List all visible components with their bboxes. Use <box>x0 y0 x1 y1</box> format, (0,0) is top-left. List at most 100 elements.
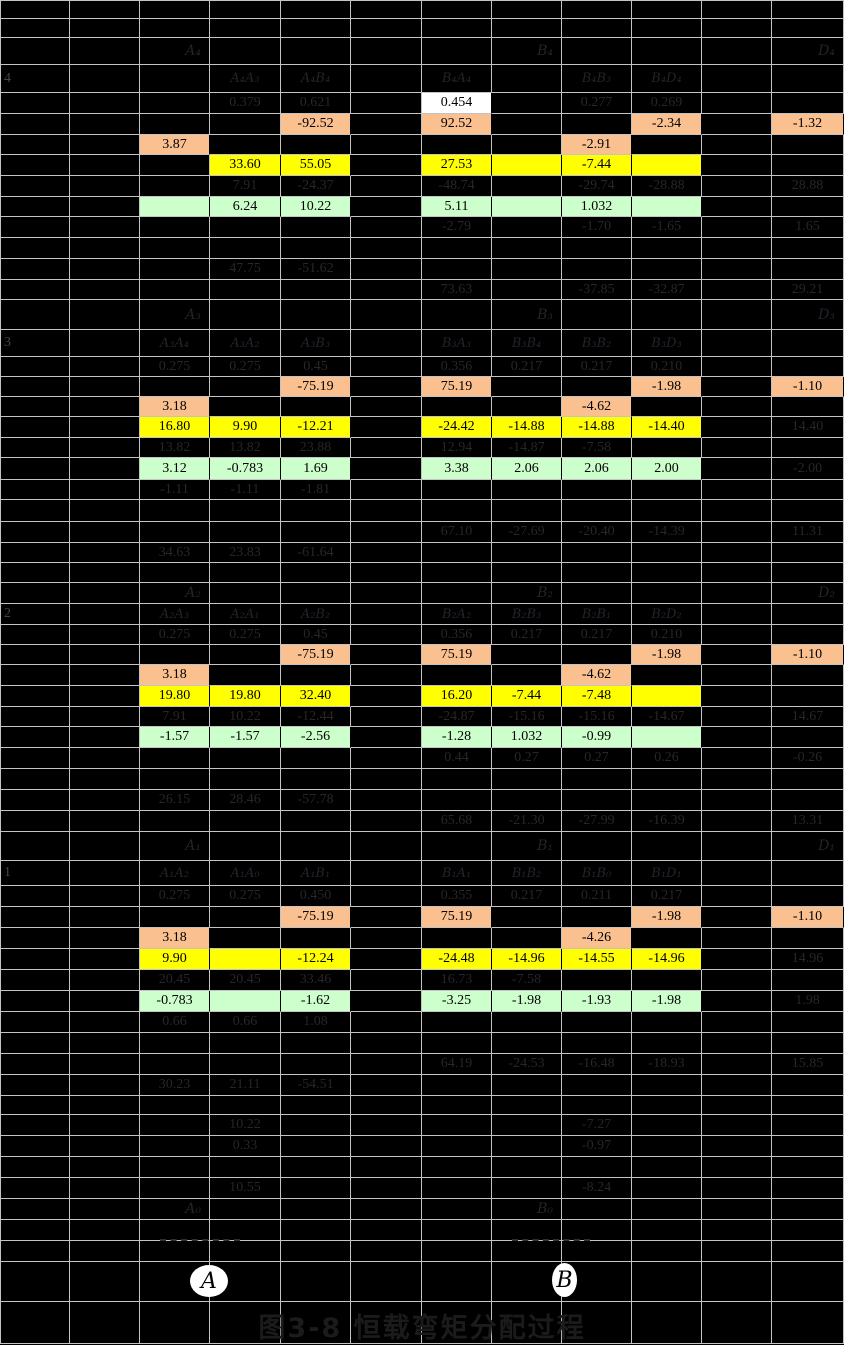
distribution-value-cell: -0.783 <box>140 991 210 1012</box>
grid-cell <box>702 625 772 645</box>
grid-cell <box>632 1136 702 1157</box>
grid-cell <box>772 1096 844 1115</box>
grid-cell <box>70 886 140 907</box>
grid-cell <box>281 38 351 65</box>
grid-cell <box>772 480 844 500</box>
grid-cell <box>281 217 351 238</box>
grid-cell <box>351 727 422 748</box>
member-label: B₄A₄ <box>422 65 492 93</box>
grid-cell <box>0 0 70 19</box>
distribution-value-cell: -7.44 <box>492 686 562 707</box>
grid-cell <box>70 832 140 861</box>
faint-value: 20.45 <box>210 970 281 991</box>
grid-cell <box>0 259 70 280</box>
grid-cell <box>492 176 562 197</box>
grid-cell <box>351 176 422 197</box>
grid-cell <box>702 928 772 949</box>
joint-label: B₀ <box>492 1199 562 1220</box>
member-label: B₁B₀ <box>562 861 632 886</box>
grid-cell <box>210 300 281 330</box>
grid-cell <box>562 1033 632 1054</box>
grid-cell <box>351 645 422 665</box>
grid-cell <box>70 259 140 280</box>
grid-cell <box>140 93 210 114</box>
grid-cell <box>422 1012 492 1033</box>
grid-cell <box>492 135 562 155</box>
grid-cell <box>562 790 632 811</box>
grid-cell <box>351 583 422 604</box>
grid-cell <box>351 135 422 155</box>
grid-cell <box>632 769 702 790</box>
faint-value: 15.85 <box>772 1054 844 1075</box>
grid-cell <box>70 19 140 38</box>
moment-value-cell: -4.26 <box>562 928 632 949</box>
grid-cell <box>351 1033 422 1054</box>
grid-cell <box>772 543 844 563</box>
grid-cell <box>492 769 562 790</box>
distribution-value-cell: -14.88 <box>492 417 562 438</box>
grid-cell <box>140 907 210 928</box>
faint-value: -2.79 <box>422 217 492 238</box>
faint-value: 13.82 <box>140 438 210 458</box>
grid-cell <box>140 0 210 19</box>
grid-cell <box>70 377 140 397</box>
grid-cell <box>70 1096 140 1115</box>
grid-cell <box>492 238 562 259</box>
grid-cell <box>140 500 210 522</box>
grid-cell <box>702 583 772 604</box>
faint-value: 0.217 <box>492 357 562 377</box>
member-label: B₃B₄ <box>492 330 562 357</box>
grid-cell <box>422 832 492 861</box>
distribution-value-cell: -7.48 <box>562 686 632 707</box>
faint-value: 14.40 <box>772 417 844 438</box>
grid-cell <box>702 197 772 217</box>
grid-cell <box>632 1115 702 1136</box>
grid-cell <box>702 811 772 832</box>
faint-value: 13.82 <box>210 438 281 458</box>
grid-cell <box>772 769 844 790</box>
grid-cell <box>0 93 70 114</box>
grid-cell <box>140 1157 210 1178</box>
grid-cell <box>492 665 562 686</box>
grid-cell <box>562 1220 632 1241</box>
grid-cell <box>281 500 351 522</box>
grid-cell <box>0 832 70 861</box>
faint-value: -20.40 <box>562 522 632 543</box>
grid-cell <box>772 625 844 645</box>
grid-cell <box>351 811 422 832</box>
grid-cell <box>351 259 422 280</box>
faint-value: -51.62 <box>281 259 351 280</box>
grid-cell <box>772 19 844 38</box>
moment-value-cell: -75.19 <box>281 377 351 397</box>
grid-cell <box>562 1075 632 1096</box>
grid-cell <box>351 1012 422 1033</box>
grid-cell <box>772 861 844 886</box>
member-label: A₄A₃ <box>210 65 281 93</box>
grid-cell <box>492 19 562 38</box>
grid-cell <box>492 1241 562 1262</box>
faint-value: 7.91 <box>140 707 210 727</box>
grid-cell <box>140 563 210 583</box>
node-label-b: B <box>552 1263 577 1297</box>
grid-cell <box>702 93 772 114</box>
grid-cell <box>632 38 702 65</box>
moment-value-cell: -1.98 <box>632 377 702 397</box>
grid-cell <box>702 563 772 583</box>
grid-cell <box>281 238 351 259</box>
grid-cell <box>281 0 351 19</box>
grid-cell <box>70 1012 140 1033</box>
grid-cell <box>0 886 70 907</box>
grid-cell <box>0 155 70 176</box>
faint-value: 28.46 <box>210 790 281 811</box>
grid-cell <box>632 1012 702 1033</box>
grid-cell <box>422 665 492 686</box>
grid-cell <box>632 1262 702 1302</box>
grid-cell <box>351 1075 422 1096</box>
grid-cell <box>0 748 70 769</box>
grid-cell <box>562 0 632 19</box>
grid-cell <box>0 417 70 438</box>
grid-cell <box>0 645 70 665</box>
faint-value: 0.217 <box>562 625 632 645</box>
grid-cell <box>772 563 844 583</box>
grid-cell <box>702 727 772 748</box>
